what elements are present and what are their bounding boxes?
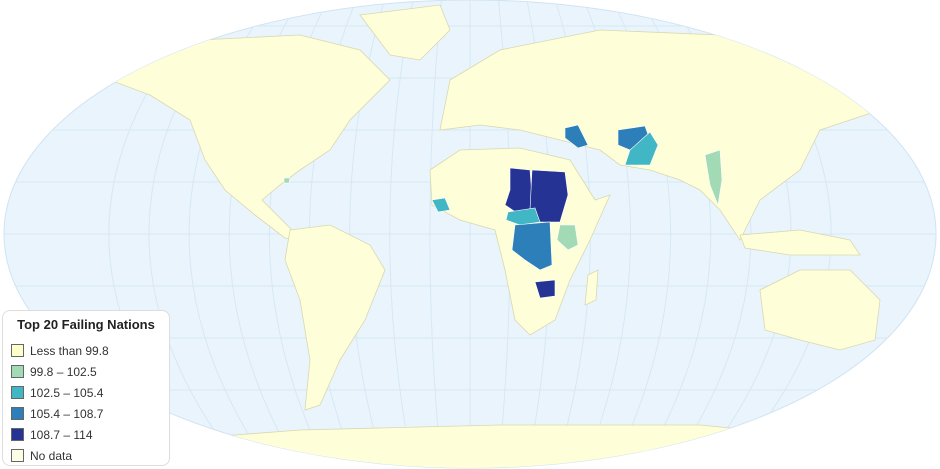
legend-item[interactable]: No data xyxy=(11,445,161,466)
legend-title: Top 20 Failing Nations xyxy=(17,317,155,332)
land-australia xyxy=(759,269,881,351)
legend-label: 108.7 – 114 xyxy=(30,427,93,442)
legend: Top 20 Failing Nations Less than 99.8 99.… xyxy=(2,310,170,466)
legend-swatch xyxy=(11,407,24,420)
legend-label: 99.8 – 102.5 xyxy=(30,364,97,379)
legend-swatch xyxy=(11,344,24,357)
region-iraq xyxy=(564,124,589,149)
region-zimbabwe xyxy=(534,279,556,299)
region-guinea xyxy=(431,197,451,213)
legend-swatch xyxy=(11,386,24,399)
land-madagascar xyxy=(584,269,599,306)
legend-label: No data xyxy=(30,448,73,463)
legend-item[interactable]: 99.8 – 102.5 xyxy=(11,361,161,382)
region-myanmar xyxy=(704,149,723,207)
legend-swatch xyxy=(11,449,24,462)
region-drc xyxy=(511,221,553,271)
legend-swatch xyxy=(11,365,24,378)
region-haiti xyxy=(283,177,291,184)
legend-label: 102.5 – 105.4 xyxy=(30,385,104,400)
legend-item[interactable]: 105.4 – 108.7 xyxy=(11,403,161,424)
legend-item[interactable]: 108.7 – 114 xyxy=(11,424,161,445)
legend-label: Less than 99.8 xyxy=(30,343,109,358)
land-indonesia xyxy=(739,229,861,256)
land-greenland xyxy=(359,4,451,61)
legend-swatch xyxy=(11,428,24,441)
land-north-america xyxy=(109,34,391,241)
land-south-america xyxy=(284,224,386,411)
region-kenya xyxy=(556,224,579,251)
legend-item[interactable]: Less than 99.8 xyxy=(11,340,161,361)
region-pakistan xyxy=(624,131,659,166)
legend-item[interactable]: 102.5 – 105.4 xyxy=(11,382,161,403)
legend-label: 105.4 – 108.7 xyxy=(30,406,104,421)
